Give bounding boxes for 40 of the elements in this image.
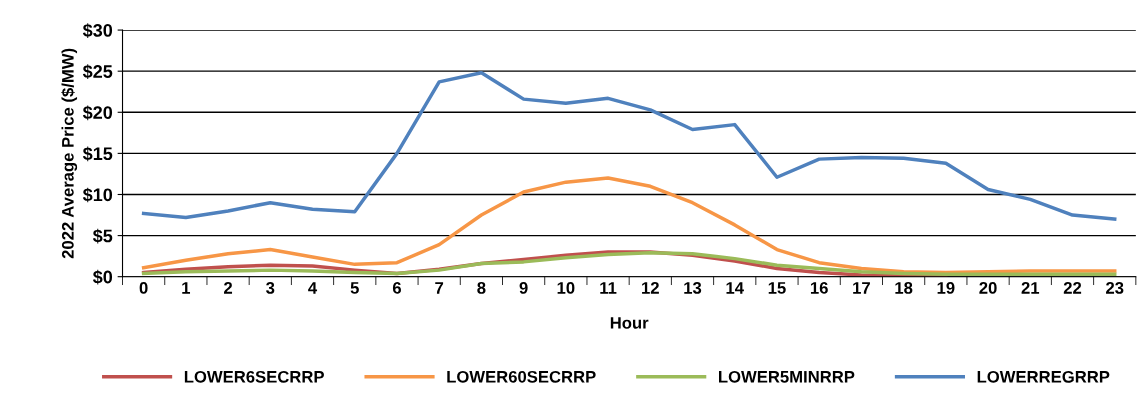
line-series <box>141 251 1117 276</box>
legend-label: LOWER60SECRRP <box>447 370 596 383</box>
x-tick-label: 16 <box>810 281 828 294</box>
x-tick-label: 6 <box>392 281 401 294</box>
x-tick-label: 3 <box>266 281 275 294</box>
x-tick-label: 20 <box>979 281 997 294</box>
y-tick-label: $10 <box>82 187 113 203</box>
x-tick-label: 13 <box>684 281 702 294</box>
x-axis-title: Hour <box>610 317 649 329</box>
x-tick-label: 4 <box>308 282 318 294</box>
x-tick-label: 21 <box>1021 281 1040 294</box>
legend-label: LOWER5MINRRP <box>719 370 855 383</box>
x-tick-label: 11 <box>600 282 617 294</box>
x-tick-label: 14 <box>726 282 744 294</box>
legend-label: LOWERREGRRP <box>977 370 1110 383</box>
y-tick-label: $0 <box>92 269 113 285</box>
y-tick-label: $30 <box>82 23 113 38</box>
y-tick-label: $15 <box>82 146 113 162</box>
line-series <box>141 71 1117 221</box>
x-tick-label: 10 <box>557 281 575 294</box>
x-tick-label: 2 <box>224 281 233 294</box>
x-tick-label: 0 <box>139 281 148 294</box>
y-tick-label: $5 <box>92 228 113 244</box>
x-tick-label: 1 <box>182 282 191 294</box>
y-axis-title: 2022 Average Price ($/MW) <box>61 48 78 259</box>
x-tick-label: 23 <box>1106 281 1124 294</box>
legend-label: LOWER6SECRRP <box>184 370 324 383</box>
x-tick-label: 8 <box>477 281 486 294</box>
x-tick-label: 7 <box>435 282 444 294</box>
x-tick-label: 17 <box>853 282 870 294</box>
x-tick-label: 15 <box>768 282 786 294</box>
y-tick-label: $20 <box>82 105 113 121</box>
y-tick-label: $25 <box>82 64 113 80</box>
line-series <box>141 176 1117 275</box>
x-tick-label: 22 <box>1063 281 1082 294</box>
x-tick-label: 9 <box>519 281 528 294</box>
x-tick-label: 18 <box>895 281 913 294</box>
x-tick-label: 5 <box>350 282 359 294</box>
x-tick-label: 19 <box>937 281 955 294</box>
x-tick-label: 12 <box>642 281 659 294</box>
